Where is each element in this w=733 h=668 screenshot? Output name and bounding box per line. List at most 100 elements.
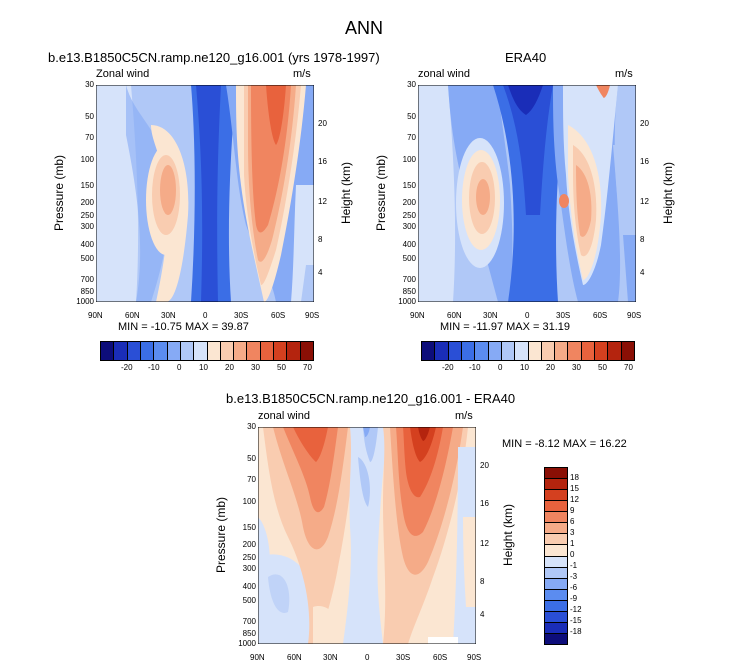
p3-pt-100: 100	[242, 497, 256, 506]
p1-ht-8: 8	[318, 235, 323, 244]
colorbar-segment	[180, 342, 195, 360]
panel3-stats: MIN = -8.12 MAX = 16.22	[502, 438, 627, 450]
colorbar-segment	[545, 589, 567, 601]
panel3-y2label: Height (km)	[501, 504, 515, 567]
p2-cb-lab0: -20	[442, 363, 454, 372]
p3-pt-200: 200	[242, 540, 256, 549]
p3-pt-700: 700	[242, 617, 256, 626]
p3-cb-lab0: 18	[570, 473, 579, 482]
p1-pt-300: 300	[80, 222, 94, 231]
colorbar-segment	[167, 342, 181, 360]
p2-pt-300: 300	[402, 222, 416, 231]
colorbar-segment	[545, 556, 567, 568]
p2-pt-200: 200	[402, 198, 416, 207]
panel3-left-label: zonal wind	[258, 410, 310, 422]
colorbar-segment	[545, 633, 567, 644]
p1-pt-1000: 1000	[76, 297, 94, 306]
p3-cb-lab11: -9	[570, 594, 578, 603]
p1-ht-16: 16	[318, 157, 327, 166]
panel1-contour-field	[96, 85, 314, 302]
p2-lat-90s: 90S	[627, 311, 642, 320]
p3-cb-lab13: -15	[570, 616, 582, 625]
panel3-right-label: m/s	[455, 410, 473, 422]
p3-cb-lab1: 15	[570, 484, 579, 493]
colorbar-segment	[300, 342, 313, 360]
panel3-pressure-ticks: 30 50 70 100 150 200 250 300 400 500 700…	[222, 422, 256, 648]
colorbar-segment	[545, 468, 567, 480]
p2-pt-100: 100	[402, 155, 416, 164]
colorbar-segment	[488, 342, 502, 360]
panel3-lat-ticks: 90N 60N 30N 0 30S 60S 90S	[250, 653, 481, 665]
colorbar-segment	[194, 342, 208, 360]
panel3-colorbar	[544, 467, 568, 645]
panel2-colorbar-labels: -20 -10 0 10 20 30 50 70	[421, 363, 633, 375]
p2-cb-lab7: 70	[624, 363, 633, 372]
colorbar-segment	[154, 342, 168, 360]
p1-lat-60n: 60N	[125, 311, 140, 320]
panel1-plot	[96, 85, 314, 302]
colorbar-segment	[545, 567, 567, 579]
panel3-colorbar-labels: 18 15 12 9 6 3 1 0 -1 -3 -6 -9 -12 -15 -…	[570, 467, 600, 643]
p1-cb-lab3: 10	[199, 363, 208, 372]
p3-pt-850: 850	[242, 629, 256, 638]
p2-pt-70: 70	[407, 133, 416, 142]
colorbar-segment	[274, 342, 288, 360]
p1-ht-20: 20	[318, 119, 327, 128]
panel1-lat-ticks: 90N 60N 30N 0 30S 60S 90S	[88, 311, 319, 323]
p2-lat-60s: 60S	[593, 311, 608, 320]
p3-cb-lab14: -18	[570, 627, 582, 636]
p3-lat-60n: 60N	[287, 653, 302, 662]
p3-cb-lab12: -12	[570, 605, 582, 614]
p3-cb-lab3: 9	[570, 506, 575, 515]
p1-pt-30: 30	[85, 80, 94, 89]
colorbar-segment	[545, 545, 567, 557]
p2-lat-30s: 30S	[556, 311, 571, 320]
p1-pt-150: 150	[80, 181, 94, 190]
colorbar-segment	[448, 342, 462, 360]
p1-pt-400: 400	[80, 240, 94, 249]
p3-lat-60s: 60S	[433, 653, 448, 662]
colorbar-segment	[608, 342, 622, 360]
p2-pt-150: 150	[402, 181, 416, 190]
panel1-colorbar	[100, 341, 314, 361]
p1-pt-500: 500	[80, 254, 94, 263]
p3-pt-500: 500	[242, 596, 256, 605]
colorbar-segment	[621, 342, 634, 360]
p1-pt-700: 700	[80, 275, 94, 284]
colorbar-segment	[545, 501, 567, 513]
p3-lat-0: 0	[365, 653, 370, 662]
figure-title: ANN	[345, 18, 384, 38]
p2-ht-8: 8	[640, 235, 645, 244]
panel2-stats: MIN = -11.97 MAX = 31.19	[440, 321, 571, 333]
p3-pt-300: 300	[242, 564, 256, 573]
p1-lat-30n: 30N	[161, 311, 176, 320]
p1-cb-lab1: -10	[148, 363, 160, 372]
colorbar-segment	[475, 342, 489, 360]
p3-cb-lab8: -1	[570, 561, 578, 570]
p3-lat-30s: 30S	[396, 653, 411, 662]
panel1-y2label: Height (km)	[339, 162, 353, 225]
p2-pt-50: 50	[407, 112, 416, 121]
p3-cb-lab10: -6	[570, 583, 578, 592]
panel2-colorbar	[421, 341, 635, 361]
p1-cb-lab4: 20	[225, 363, 234, 372]
p3-pt-70: 70	[247, 475, 256, 484]
p3-ht-20: 20	[480, 461, 489, 470]
p2-pt-1000: 1000	[398, 297, 416, 306]
p2-pt-400: 400	[402, 240, 416, 249]
p1-cb-lab2: 0	[177, 363, 182, 372]
panel2-contour-field	[418, 85, 636, 302]
panel3-contour-field	[258, 427, 476, 644]
colorbar-segment	[581, 342, 596, 360]
colorbar-segment	[515, 342, 529, 360]
p1-lat-90n: 90N	[88, 311, 103, 320]
colorbar-segment	[545, 534, 567, 546]
panel1-title: b.e13.B1850C5CN.ramp.ne120_g16.001 (yrs …	[48, 50, 380, 65]
p2-lat-30n: 30N	[483, 311, 498, 320]
p1-lat-0: 0	[203, 311, 208, 320]
p3-cb-lab9: -3	[570, 572, 578, 581]
colorbar-segment	[501, 342, 516, 360]
p2-cb-lab2: 0	[498, 363, 503, 372]
p1-pt-50: 50	[85, 112, 94, 121]
p3-pt-150: 150	[242, 523, 256, 532]
